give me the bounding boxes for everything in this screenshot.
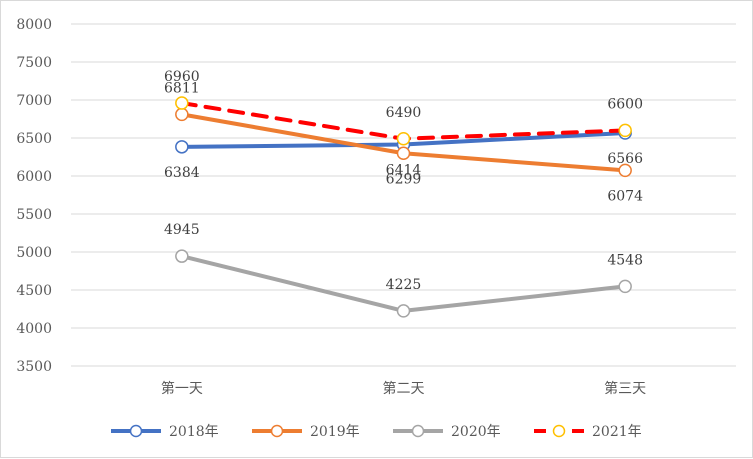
data-point bbox=[618, 279, 632, 294]
data-point bbox=[618, 163, 632, 178]
y-tick-label: 5500 bbox=[16, 207, 52, 223]
series-lines bbox=[175, 96, 632, 318]
legend-marker bbox=[270, 424, 284, 438]
legend-label: 2021年 bbox=[592, 424, 642, 440]
data-label: 6384 bbox=[164, 165, 200, 181]
data-labels: 6384 6414 6566 6811 6299 6074 4945 4225 4548 6960… bbox=[164, 69, 643, 293]
data-point bbox=[618, 123, 632, 138]
y-tick-label: 7000 bbox=[16, 93, 52, 109]
y-tick-label: 4000 bbox=[16, 321, 52, 337]
data-point bbox=[175, 96, 189, 110]
x-axis: 第一天 第二天 第三天 bbox=[161, 380, 646, 397]
data-label: 6414 bbox=[386, 163, 422, 179]
x-tick-label: 第三天 bbox=[604, 380, 646, 397]
data-label: 6490 bbox=[386, 105, 422, 121]
data-label: 6600 bbox=[607, 96, 643, 112]
legend-label: 2018年 bbox=[169, 424, 219, 440]
data-label: 4945 bbox=[164, 222, 200, 238]
data-point bbox=[175, 107, 189, 122]
y-axis: 3500 4000 4500 5000 5500 6000 6500 7000 7500 8000 bbox=[16, 17, 52, 375]
legend: 2018年 2019年 2020年 2021年 bbox=[111, 424, 642, 440]
x-tick-label: 第二天 bbox=[383, 380, 425, 397]
y-tick-label: 3500 bbox=[16, 359, 52, 375]
legend-marker bbox=[129, 424, 143, 438]
data-label: 6566 bbox=[607, 151, 643, 167]
legend-marker bbox=[411, 424, 425, 438]
data-label: 6960 bbox=[164, 69, 200, 85]
data-point bbox=[396, 304, 411, 318]
data-point bbox=[175, 140, 189, 154]
data-label: 4225 bbox=[386, 277, 422, 293]
y-tick-label: 6000 bbox=[16, 169, 52, 185]
data-label: 6299 bbox=[386, 171, 422, 187]
data-point bbox=[396, 132, 411, 146]
data-label: 6074 bbox=[607, 188, 643, 204]
y-tick-label: 7500 bbox=[16, 55, 52, 71]
y-tick-label: 4500 bbox=[16, 283, 52, 299]
y-tick-label: 5000 bbox=[16, 245, 52, 261]
legend-marker bbox=[552, 424, 566, 438]
data-label: 6811 bbox=[164, 80, 200, 96]
data-point bbox=[396, 146, 411, 161]
x-tick-label: 第一天 bbox=[161, 380, 203, 397]
y-tick-label: 8000 bbox=[16, 17, 52, 33]
data-point bbox=[175, 249, 189, 263]
legend-label: 2019年 bbox=[310, 424, 360, 440]
data-label: 4548 bbox=[607, 252, 643, 268]
y-tick-label: 6500 bbox=[16, 131, 52, 147]
legend-label: 2020年 bbox=[451, 424, 501, 440]
